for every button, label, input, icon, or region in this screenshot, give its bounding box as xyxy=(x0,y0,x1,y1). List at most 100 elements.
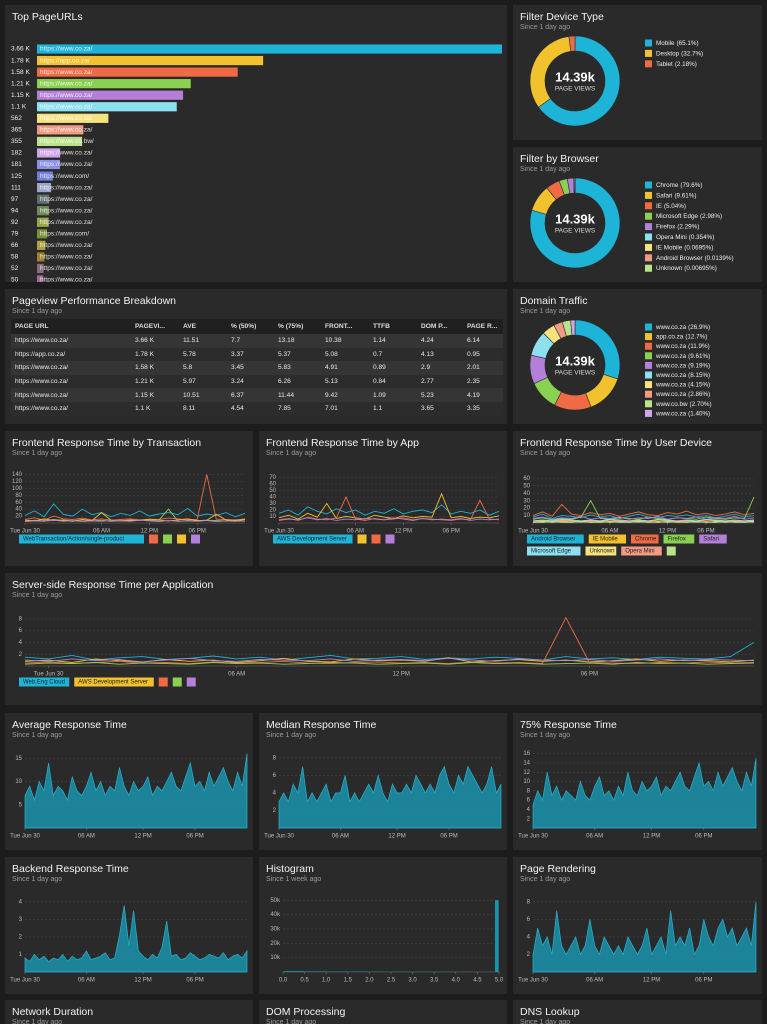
panel-subtitle: Since 1 day ago xyxy=(12,732,63,739)
y-tick-label: 70 xyxy=(269,475,276,481)
bar xyxy=(37,206,49,216)
panel-subtitle: Since 1 day ago xyxy=(266,1019,317,1024)
table-cell: 13.18 xyxy=(274,334,321,348)
y-tick-label: 20 xyxy=(15,514,22,520)
table-cell: 1.1 xyxy=(369,401,417,416)
legend-label: Opera Mini (0.354%) xyxy=(656,234,714,241)
table-cell: 0.7 xyxy=(369,347,417,362)
donut-center-caption: PAGE VIEWS xyxy=(555,370,596,377)
y-tick-label: 4 xyxy=(527,807,531,813)
legend-name: Safari xyxy=(656,192,672,199)
legend-swatch xyxy=(149,534,158,544)
donut-slice xyxy=(570,319,576,336)
table-cell: 2.9 xyxy=(417,361,463,375)
bar-value-label: 1.21 K xyxy=(11,80,30,87)
table-cell: 5.23 xyxy=(417,388,463,402)
bar-url-label: https://www.com/ xyxy=(40,231,89,238)
panel-title: Backend Response Time xyxy=(12,863,129,875)
panel: 2 4 6 8 10 12 14 16 Tue Jun 30 06 AM 12 PM 06 PM 75%… xyxy=(513,713,762,850)
x-tick-label: 3.0 xyxy=(408,978,417,984)
y-tick-label: 40 xyxy=(523,491,530,497)
histogram-bar xyxy=(304,971,326,972)
bar xyxy=(37,90,184,100)
table-cell: 9.42 xyxy=(321,388,369,402)
y-tick-label: 1 xyxy=(19,952,23,958)
legend-swatch xyxy=(645,352,652,360)
panel-title: Median Response Time xyxy=(266,719,377,731)
area xyxy=(278,765,502,829)
y-tick-label: 10 xyxy=(523,779,530,785)
legend-label: Firefox xyxy=(668,537,686,543)
bar xyxy=(37,263,44,274)
column-header: % (75%) xyxy=(274,319,321,334)
panel-subtitle: Since 1 day ago xyxy=(266,450,317,457)
panel-title: Frontend Response Time by Transaction xyxy=(12,437,202,449)
y-tick-label: 30k xyxy=(270,926,281,932)
legend-name: Unknown xyxy=(656,265,683,272)
legend-swatch xyxy=(645,212,652,220)
legend-swatch xyxy=(645,371,652,379)
panel-title: DNS Lookup xyxy=(520,1006,580,1018)
panel-canvas: 2 4 6 8 10 12 14 16 Tue Jun 30 06 AM 12 PM 06 PM xyxy=(518,751,757,840)
bar-url-label: https://www.co.za/ xyxy=(40,254,93,261)
y-tick-label: 20 xyxy=(269,508,276,514)
legend-swatch xyxy=(357,534,367,544)
table-cell: 5.78 xyxy=(179,347,227,362)
bar-url-label: https://www.co.za/ xyxy=(40,80,93,87)
series-line xyxy=(24,642,755,661)
bar-value-label: 79 xyxy=(11,231,19,238)
bar-value-label: 562 xyxy=(11,115,22,122)
legend-name: www.co.za xyxy=(655,372,687,379)
y-tick-label: 20k xyxy=(270,941,281,947)
x-tick-label: 3.5 xyxy=(430,978,439,984)
y-tick-label: 40k xyxy=(270,912,281,918)
histogram-bar xyxy=(494,900,499,972)
legend-swatch xyxy=(645,342,652,350)
legend-value: (65.1%) xyxy=(677,40,699,47)
panel-subtitle: Since 1 day ago xyxy=(520,308,571,315)
legend-value: (9.61%) xyxy=(688,352,710,359)
panel-title: Top PageURLs xyxy=(12,11,83,23)
bar xyxy=(37,136,83,146)
x-tick-label: 12 PM xyxy=(393,672,410,678)
x-tick-label: Tue Jun 30 xyxy=(264,834,294,840)
panel-subtitle: Since 1 day ago xyxy=(520,450,571,457)
table-cell: 1.78 K xyxy=(131,347,179,362)
legend-label: Unknown xyxy=(590,549,615,555)
table-cell: https://www.co.za/ xyxy=(11,401,131,416)
legend-name: Microsoft Edge xyxy=(656,213,698,220)
legend-swatch xyxy=(273,534,353,544)
x-tick-label: 06 PM xyxy=(440,834,457,840)
panel: DOM Processing Since 1 day ago xyxy=(259,1000,507,1024)
x-tick-label: Tue Jun 30 xyxy=(10,529,40,535)
donut-slice xyxy=(568,35,576,52)
legend-value: (32.7%) xyxy=(681,50,703,57)
x-tick-label: Tue Jun 30 xyxy=(34,672,64,678)
legend-name: www.co.za xyxy=(655,410,687,417)
series-line xyxy=(24,503,246,518)
legend-value: (8.15%) xyxy=(688,372,710,379)
bar xyxy=(37,252,45,262)
x-tick-label: 1.0 xyxy=(322,978,331,984)
bar-url-label: https://www.co.za/ xyxy=(40,161,93,168)
y-tick-label: 16 xyxy=(523,751,530,757)
legend-swatch xyxy=(177,534,186,544)
bar-url-label: https://app.co.za/ xyxy=(40,57,90,64)
series-line xyxy=(278,517,500,521)
x-tick-label: 06 AM xyxy=(332,834,349,840)
x-tick-label: 12 PM xyxy=(395,529,412,535)
y-tick-label: 2 xyxy=(527,816,531,822)
legend-value: (0.354%) xyxy=(689,234,715,241)
legend-swatch xyxy=(74,677,154,687)
bar xyxy=(37,44,502,54)
table-cell: 5.08 xyxy=(321,347,369,362)
legend-swatch xyxy=(645,191,652,199)
table-cell: 2.77 xyxy=(417,374,463,389)
x-tick-label: 0.5 xyxy=(300,978,309,984)
panel-canvas: 3.66 K https://www.co.za/1.78 K https://ap… xyxy=(11,44,502,282)
table-cell: 3.45 xyxy=(227,361,274,375)
table-cell: 4.54 xyxy=(227,401,274,416)
x-tick-label: 12 PM xyxy=(134,978,151,984)
legend-swatch xyxy=(699,534,727,544)
x-tick-label: 4.0 xyxy=(452,978,461,984)
